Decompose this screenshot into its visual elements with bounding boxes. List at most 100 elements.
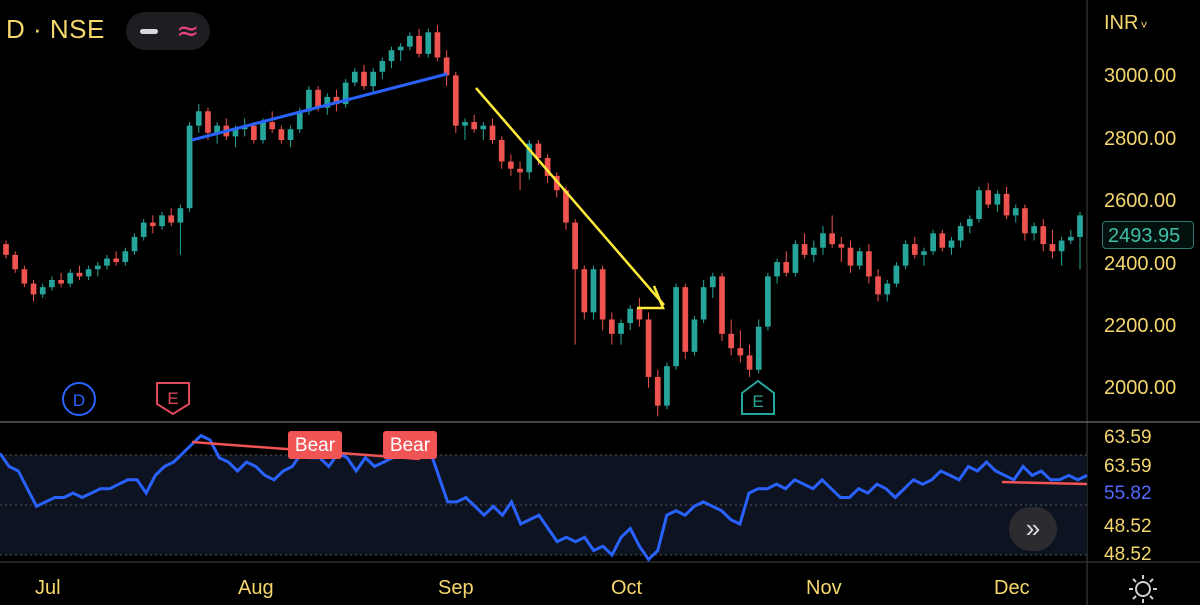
candle-body <box>820 233 826 248</box>
candle-body <box>269 122 276 130</box>
candle-body <box>563 190 569 223</box>
price-tick-label: 3000.00 <box>1104 65 1177 87</box>
candle-body <box>664 366 670 406</box>
candle-body <box>957 226 964 241</box>
candle-body <box>526 143 533 173</box>
candle-body <box>379 61 386 72</box>
candle-body <box>480 125 487 130</box>
candle-body <box>645 319 652 377</box>
candle-body <box>498 140 505 162</box>
candle-body <box>1003 193 1010 216</box>
rsi-line <box>0 433 1088 562</box>
rsi-tick-label: 63.59 <box>1104 427 1152 448</box>
earnings-marker-1-label: E <box>167 389 178 408</box>
rsi-tick-label: 48.52 <box>1104 544 1152 562</box>
candle-body <box>177 208 184 223</box>
month-label: Sep <box>438 577 474 599</box>
price-tick-label: 2600.00 <box>1104 190 1177 212</box>
candle-body <box>471 122 477 130</box>
chevron-down-icon: ˅ <box>1140 18 1148 32</box>
candle-body <box>168 215 175 223</box>
candle-body <box>131 236 138 252</box>
candle-body <box>195 111 202 126</box>
candle-body <box>673 287 679 367</box>
candle-body <box>893 265 900 284</box>
earnings-marker-2-label: E <box>752 392 763 411</box>
candle-body <box>856 251 863 266</box>
candle-body <box>12 254 19 270</box>
candle-body <box>232 129 239 137</box>
indicator-toggle-pill[interactable]: ≈ <box>126 12 210 50</box>
trendline-blue <box>191 72 448 142</box>
candle-body <box>599 269 606 320</box>
candle-body <box>884 283 891 295</box>
wave-icon[interactable]: ≈ <box>176 14 200 47</box>
candle-body <box>186 125 193 209</box>
candle-body <box>774 262 780 277</box>
candle-body <box>113 258 119 263</box>
candle-body <box>728 333 735 349</box>
month-label: Nov <box>806 577 842 599</box>
rsi-tick-label: 48.52 <box>1104 516 1152 537</box>
candle-body <box>682 287 689 352</box>
candle-body <box>609 319 615 334</box>
candle-body <box>535 143 542 158</box>
candle-body <box>654 376 661 406</box>
candle-body <box>315 89 321 108</box>
month-label: Jul <box>35 577 61 599</box>
candle-body <box>397 46 404 51</box>
candle-body <box>58 280 64 284</box>
settings-icon[interactable] <box>1128 574 1158 604</box>
candle-body <box>627 308 634 324</box>
candle-body <box>581 269 588 313</box>
candle-body <box>1012 208 1019 216</box>
symbol-title[interactable]: D · NSE <box>6 14 105 44</box>
scroll-to-latest-button[interactable]: » <box>1009 507 1057 551</box>
candle-body <box>967 218 973 227</box>
minus-icon[interactable] <box>140 29 158 34</box>
candle-body <box>765 276 771 327</box>
rsi-band <box>0 455 1087 555</box>
candle-body <box>700 287 707 320</box>
candle-body <box>508 161 514 169</box>
rsi-current-value: 55.82 <box>1104 483 1152 504</box>
bear-tag-2 <box>383 431 437 459</box>
candle-body <box>994 193 1001 205</box>
candle-body <box>847 247 854 266</box>
candle-body <box>251 125 257 140</box>
candle-body <box>544 157 551 176</box>
candle-body <box>407 35 413 47</box>
candle-body <box>1058 240 1065 252</box>
candle-body <box>719 276 725 334</box>
candle-body <box>985 190 992 205</box>
candle-body <box>370 71 377 87</box>
candle-body <box>517 168 523 173</box>
candle-body <box>866 251 872 277</box>
candle-body <box>829 233 835 245</box>
bear-tag-1-label: Bear <box>295 435 336 456</box>
candle-body <box>140 222 147 237</box>
currency-selector[interactable]: INR ˅ <box>1104 12 1147 35</box>
dividend-marker <box>62 382 96 416</box>
candle-body <box>572 222 578 270</box>
candle-body <box>976 190 982 219</box>
candle-body <box>76 272 83 277</box>
candle-body <box>462 122 468 126</box>
bear-tag-2-label: Bear <box>390 435 431 456</box>
candle-body <box>287 129 294 140</box>
price-tick-label: 2400.00 <box>1104 253 1177 275</box>
arrowhead <box>637 285 665 310</box>
price-tick-label: 2000.00 <box>1104 377 1177 399</box>
candle-body <box>260 122 266 140</box>
candle-body <box>342 82 349 105</box>
candle-body <box>838 244 845 248</box>
candle-body <box>875 276 881 295</box>
earnings-marker-2 <box>741 379 775 415</box>
candle-body <box>324 96 331 108</box>
candle-body <box>3 244 9 255</box>
divergence-line-right <box>1001 480 1088 486</box>
bear-tag-1 <box>288 431 342 459</box>
candle-body <box>443 57 450 76</box>
candle-body <box>333 96 340 105</box>
